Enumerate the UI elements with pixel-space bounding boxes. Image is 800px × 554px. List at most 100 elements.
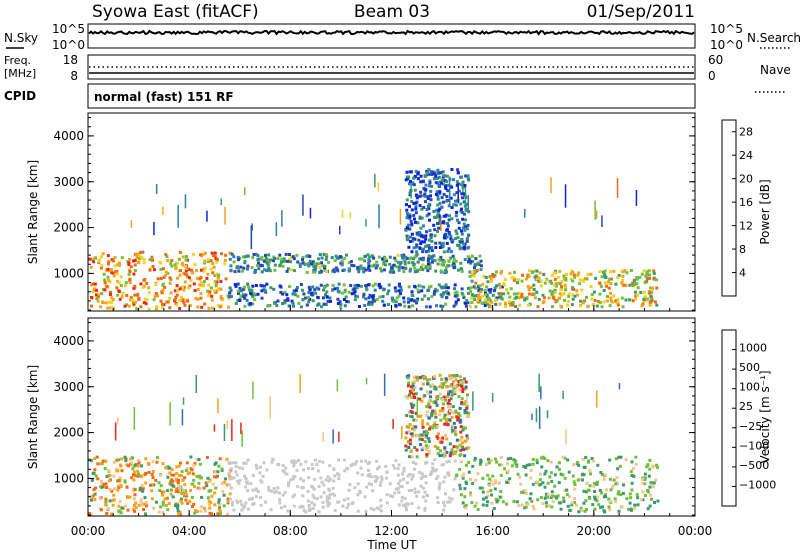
scatter-cell xyxy=(104,459,108,463)
scatter-cell xyxy=(435,214,439,218)
scatter-cell xyxy=(109,473,112,477)
scatter-cell xyxy=(536,498,540,502)
scatter-cell xyxy=(232,461,236,465)
scatter-cell xyxy=(224,277,228,281)
scatter-cell xyxy=(246,254,250,258)
scatter-cell xyxy=(577,510,581,514)
scatter-cell xyxy=(639,291,643,294)
scatter-cell xyxy=(140,464,143,468)
scatter-cell xyxy=(416,172,420,176)
scatter-cell xyxy=(277,463,281,466)
scatter-cell xyxy=(387,289,391,293)
scatter-cell xyxy=(140,503,144,507)
scatter-cell xyxy=(419,284,422,288)
colorbar-tick-label: 4 xyxy=(739,267,746,280)
scatter-cell xyxy=(528,497,532,501)
scatter-cell xyxy=(160,291,164,295)
scatter-cell xyxy=(586,488,590,492)
scatter-cell xyxy=(438,454,442,458)
scatter-cell xyxy=(321,501,325,504)
scatter-cell xyxy=(464,218,468,222)
scatter-cell xyxy=(385,501,389,505)
scatter-cell xyxy=(256,254,260,258)
scatter-cell xyxy=(446,222,449,225)
scatter-cell xyxy=(499,473,503,477)
scatter-cell xyxy=(188,471,192,475)
scatter-cell xyxy=(399,292,402,296)
scatter-cell xyxy=(517,296,521,300)
scatter-cell xyxy=(377,507,381,511)
scatter-cell xyxy=(443,447,447,451)
scatter-cell xyxy=(241,255,245,259)
scatter-cell xyxy=(241,269,244,273)
scatter-cell xyxy=(404,448,408,452)
scatter-cell xyxy=(323,264,327,268)
scatter-cell xyxy=(232,260,236,264)
scatter-cell xyxy=(453,374,457,378)
scatter-cell xyxy=(430,256,434,260)
scatter-cell xyxy=(400,495,404,499)
scatter-cell xyxy=(200,495,204,499)
scatter-cell xyxy=(440,196,444,200)
scatter-cell xyxy=(444,213,448,217)
scatter-cell xyxy=(406,177,410,181)
scatter-cell xyxy=(407,384,410,388)
scatter-cell xyxy=(154,292,158,295)
freq-tick-top: 18 xyxy=(63,53,78,67)
scatter-cell xyxy=(616,178,619,198)
scatter-cell xyxy=(466,177,470,181)
scatter-cell xyxy=(278,498,282,502)
scatter-cell xyxy=(132,302,136,306)
scatter-cell xyxy=(563,489,567,492)
station-title: Syowa East (fitACF) xyxy=(92,2,259,22)
scatter-cell xyxy=(485,285,489,289)
scatter-cell xyxy=(524,492,528,495)
scatter-cell xyxy=(519,490,523,494)
scatter-cell xyxy=(632,278,636,282)
scatter-cell xyxy=(425,453,429,456)
scatter-cell xyxy=(115,467,119,471)
scatter-cell xyxy=(240,503,244,507)
scatter-cell xyxy=(578,278,582,282)
scatter-cell xyxy=(463,184,467,187)
scatter-cell xyxy=(592,459,595,463)
scatter-cell xyxy=(467,260,470,264)
scatter-cell xyxy=(262,288,266,292)
scatter-cell xyxy=(126,508,130,512)
scatter-cell xyxy=(142,257,146,261)
scatter-cell xyxy=(300,504,304,508)
scatter-cell xyxy=(429,390,433,394)
scatter-cell xyxy=(427,168,431,172)
scatter-cell xyxy=(459,425,463,429)
scatter-cell xyxy=(187,267,191,271)
scatter-cell xyxy=(463,454,467,458)
scatter-cell xyxy=(354,294,358,298)
scatter-cell xyxy=(415,245,418,249)
scatter-cell xyxy=(206,496,210,500)
scatter-cell xyxy=(254,252,258,256)
scatter-cell xyxy=(115,458,119,462)
scatter-cell xyxy=(378,295,382,299)
scatter-cell xyxy=(445,413,449,417)
scatter-cell xyxy=(311,299,315,303)
scatter-cell xyxy=(453,294,457,298)
y-tick-label: 2000 xyxy=(53,221,84,235)
scatter-cell xyxy=(113,255,117,259)
scatter-cell xyxy=(205,276,209,280)
scatter-cell xyxy=(441,463,445,467)
scatter-cell xyxy=(193,263,197,267)
scatter-cell xyxy=(415,301,418,305)
scatter-cell xyxy=(621,274,625,278)
scatter-cell xyxy=(604,276,608,279)
scatter-cell xyxy=(375,459,379,463)
scatter-cell xyxy=(405,216,409,220)
x-tick-label: 20:00 xyxy=(577,524,612,538)
scatter-cell xyxy=(193,511,197,515)
scatter-cell xyxy=(404,255,408,259)
scatter-cell xyxy=(457,412,461,415)
scatter-cell xyxy=(369,302,373,306)
scatter-cell xyxy=(470,501,474,504)
scatter-cell xyxy=(150,472,154,476)
scatter-cell xyxy=(301,258,304,262)
scatter-cell xyxy=(250,302,254,306)
